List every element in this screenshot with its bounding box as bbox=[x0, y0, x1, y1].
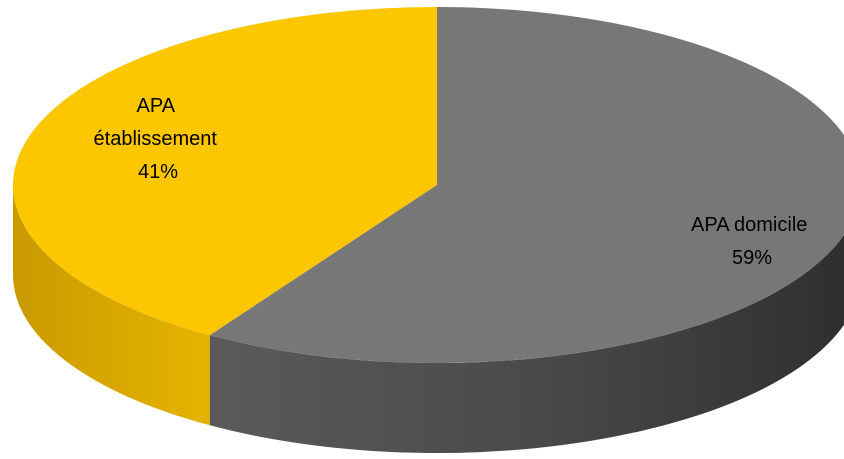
pie-tops bbox=[13, 7, 844, 363]
pie-side-apa-domicile bbox=[209, 234, 844, 453]
slice-label-apa-etablissement: APA établissement 41% bbox=[94, 95, 223, 183]
pie-slice-apa-domicile bbox=[209, 7, 844, 363]
pie-slice-apa-tablissement bbox=[13, 7, 437, 336]
pie-labels: APA établissement 41% APA domicile 59% bbox=[94, 95, 813, 269]
pie-sides bbox=[13, 185, 844, 453]
pie-side-apa-tablissement bbox=[13, 185, 210, 426]
slice-label-apa-domicile: APA domicile 59% bbox=[691, 214, 813, 269]
